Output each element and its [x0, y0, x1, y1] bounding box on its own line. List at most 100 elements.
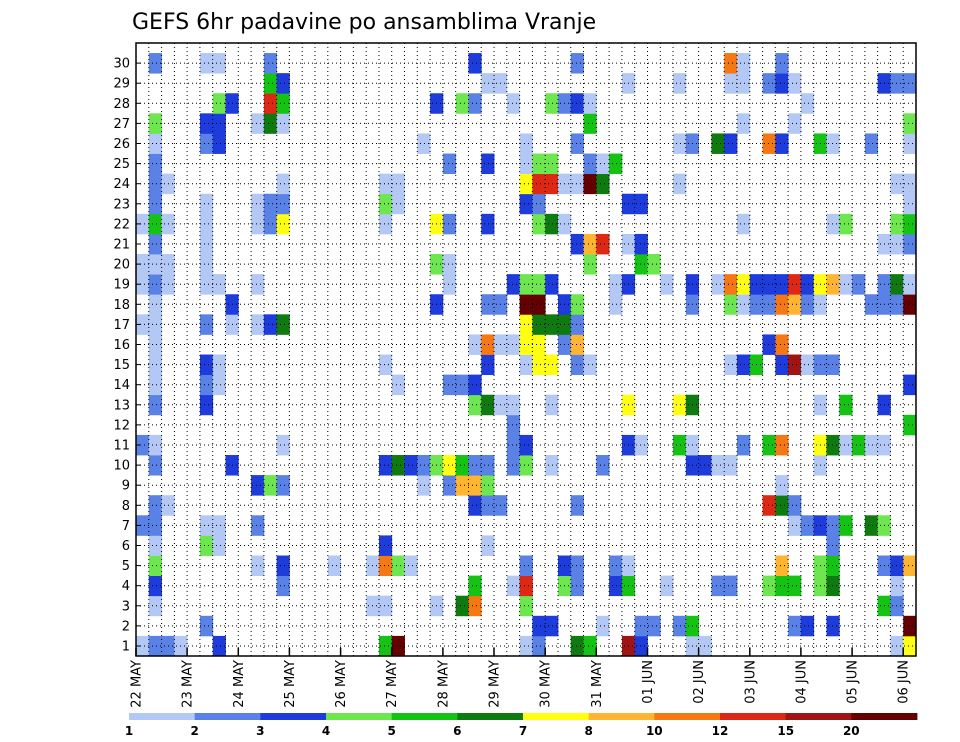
- heatmap-cell: [417, 455, 431, 476]
- heatmap-cell: [762, 133, 776, 154]
- heatmap-cell: [826, 434, 840, 456]
- heatmap-cell: [545, 93, 559, 114]
- colorbar: 1 2 3 4 5 6 7 8 10 12 15 20: [125, 713, 918, 738]
- heatmap-cell: [199, 394, 214, 416]
- heatmap-cell: [148, 193, 162, 215]
- heatmap-cell: [148, 254, 162, 275]
- y-tick-label: 25: [113, 157, 130, 172]
- heatmap-cell: [468, 495, 482, 516]
- heatmap-cell: [532, 334, 546, 355]
- heatmap-cell: [788, 575, 802, 597]
- heatmap-cell: [609, 274, 623, 295]
- heatmap-cell: [481, 455, 495, 476]
- y-tick-label: 16: [113, 338, 130, 353]
- heatmap-cell: [212, 133, 226, 154]
- heatmap-cell: [545, 153, 559, 175]
- y-tick-label: 30: [113, 57, 130, 72]
- y-tick-label: 10: [113, 459, 130, 474]
- heatmap-cell: [276, 73, 290, 94]
- heatmap-cell: [519, 354, 533, 376]
- heatmap-cell: [148, 334, 162, 355]
- heatmap-cell: [775, 555, 789, 577]
- colorbar-label: 3: [256, 724, 264, 738]
- heatmap-cell: [391, 193, 405, 215]
- heatmap-cell: [276, 213, 290, 235]
- heatmap-cell: [724, 53, 738, 74]
- heatmap-cell: [442, 274, 457, 295]
- heatmap-cell: [724, 133, 738, 154]
- heatmap-cell: [583, 635, 597, 657]
- heatmap-cell: [532, 635, 546, 657]
- heatmap-cell: [199, 354, 214, 376]
- heatmap-cell: [839, 274, 853, 295]
- heatmap-cell: [903, 193, 917, 215]
- heatmap-cell: [826, 535, 840, 556]
- heatmap-cell: [698, 635, 712, 657]
- colorbar-label: 20: [843, 724, 860, 738]
- heatmap-cell: [519, 133, 533, 154]
- heatmap-cell: [532, 173, 546, 195]
- heatmap-cell: [148, 173, 162, 195]
- heatmap-cell: [826, 555, 840, 577]
- heatmap-cell: [724, 274, 738, 295]
- heatmap-cell: [378, 193, 393, 215]
- heatmap-cell: [609, 153, 623, 175]
- heatmap-cell: [391, 555, 405, 577]
- heatmap-cell: [724, 354, 738, 376]
- heatmap-cell: [788, 515, 802, 536]
- colorbar-label: 4: [322, 724, 330, 738]
- heatmap-cell: [417, 133, 431, 154]
- heatmap-cell: [826, 274, 840, 295]
- heatmap-cell: [148, 495, 162, 516]
- heatmap-cell: [775, 475, 789, 496]
- heatmap-cell: [212, 113, 226, 134]
- heatmap-cell: [136, 635, 150, 657]
- y-tick-label: 12: [113, 418, 130, 433]
- colorbar-swatch: [194, 713, 261, 720]
- heatmap-cell: [609, 555, 623, 577]
- heatmap-cell: [212, 93, 226, 114]
- heatmap-cell: [276, 475, 290, 496]
- y-tick-label: 1: [122, 640, 130, 655]
- heatmap-cell: [251, 555, 265, 577]
- heatmap-cell: [251, 113, 265, 134]
- colorbar-swatch: [457, 713, 524, 720]
- heatmap-cell: [775, 354, 789, 376]
- heatmap-cell: [455, 475, 469, 496]
- heatmap-cell: [800, 274, 815, 295]
- heatmap-cell: [545, 213, 559, 235]
- heatmap-cell: [391, 455, 405, 476]
- heatmap-cell: [212, 635, 226, 657]
- y-tick-label: 29: [113, 77, 130, 92]
- y-tick-label: 13: [113, 398, 130, 413]
- colorbar-swatch: [523, 713, 590, 720]
- heatmap-cell: [839, 434, 853, 456]
- colorbar-label: 12: [712, 724, 729, 738]
- heatmap-cell: [890, 575, 904, 597]
- heatmap-cell: [148, 354, 162, 376]
- heatmap-cell: [148, 314, 162, 335]
- heatmap-cell: [391, 635, 405, 657]
- heatmap-cell: [903, 173, 917, 195]
- x-tick-label: 27 MAY: [385, 660, 400, 708]
- heatmap-cell: [468, 455, 482, 476]
- colorbar-label: 8: [585, 724, 593, 738]
- heatmap-cell: [826, 213, 840, 235]
- heatmap-cell: [391, 173, 405, 195]
- heatmap-cell: [506, 455, 521, 476]
- heatmap-cell: [251, 213, 265, 235]
- heatmap-cell: [519, 173, 533, 195]
- y-tick-label: 27: [113, 117, 130, 132]
- heatmap-cell: [647, 615, 661, 637]
- heatmap-cell: [136, 314, 150, 335]
- plot-frame: [135, 42, 917, 657]
- heatmap-cell: [570, 233, 584, 255]
- heatmap-cell: [609, 294, 623, 315]
- x-tick-label: 31 MAY: [590, 660, 605, 708]
- heatmap-cell: [506, 334, 521, 355]
- heatmap-cell: [570, 575, 584, 597]
- heatmap-cell: [634, 254, 648, 275]
- heatmap-cell: [532, 193, 546, 215]
- heatmap-cell: [148, 294, 162, 315]
- y-tick-label: 19: [113, 278, 130, 293]
